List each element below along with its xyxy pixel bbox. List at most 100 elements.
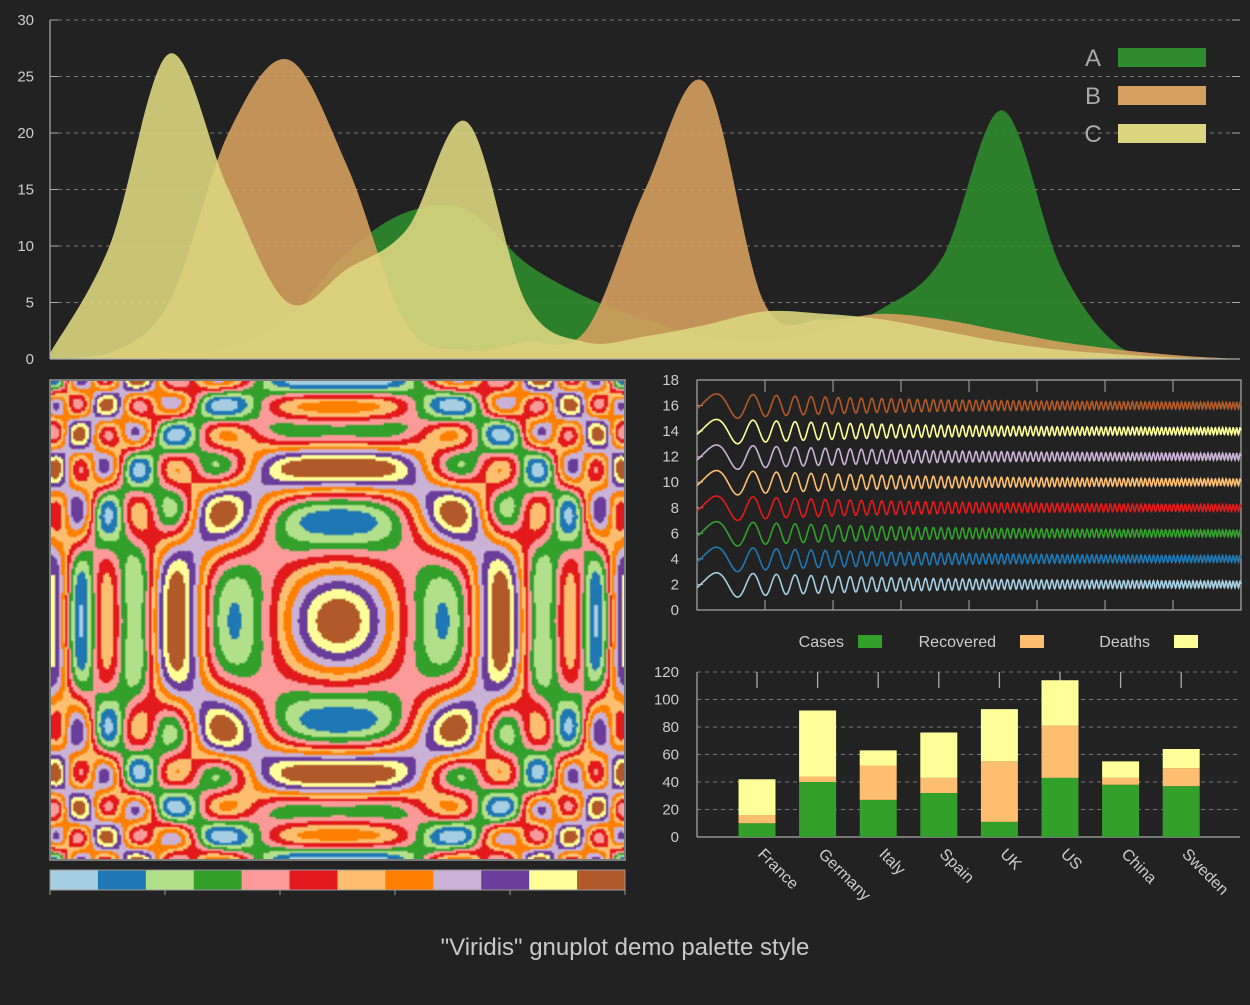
wave-series [696, 571, 1242, 598]
bar-segment-recovered [1102, 777, 1140, 785]
bar-segment-recovered [859, 765, 897, 800]
bar-category-label: Spain [936, 846, 977, 887]
wave-series [696, 520, 1242, 547]
legend-label-b: B [1085, 83, 1101, 110]
bar-y-tick-label: 100 [654, 692, 679, 709]
bar-category-label: Germany [815, 846, 874, 905]
bar-segment-cases [1162, 786, 1200, 837]
wave-series [696, 393, 1242, 419]
legend-label-a: A [1085, 45, 1101, 72]
colorbar-swatch [50, 870, 99, 890]
y-tick-label: 15 [17, 182, 34, 199]
colorbar-swatch [97, 870, 147, 890]
bar-segment-deaths [920, 732, 958, 778]
wave-y-tick-label: 12 [662, 449, 679, 466]
wave-y-tick-label: 6 [671, 525, 679, 542]
bar-y-tick-label: 120 [654, 664, 679, 681]
legend-swatch-a [1118, 48, 1206, 67]
bar-y-tick-label: 0 [671, 829, 679, 846]
bar-y-tick-label: 60 [662, 747, 679, 764]
bar-category-label: UK [997, 846, 1025, 874]
bar-segment-recovered [1162, 768, 1200, 787]
colorbar-swatch [193, 870, 243, 890]
heatmap-frame [49, 379, 626, 861]
figure-caption: "Viridis" gnuplot demo palette style [440, 934, 810, 961]
colorbar-swatch [289, 870, 338, 890]
bar-segment-recovered [1041, 725, 1079, 778]
wave-series [696, 469, 1242, 496]
bar-segment-deaths [738, 779, 776, 815]
wave-y-tick-label: 4 [671, 551, 679, 568]
legend-swatch-b [1118, 86, 1206, 105]
bar-segment-cases [980, 821, 1018, 837]
bar-legend-label: Recovered [919, 634, 996, 651]
y-tick-label: 0 [26, 351, 34, 368]
bar-segment-cases [920, 793, 958, 837]
colorbar-swatch [433, 870, 482, 890]
wave-series [696, 495, 1242, 522]
colorbar-swatch [385, 870, 434, 890]
legend-label-c: C [1084, 121, 1101, 148]
bar-segment-deaths [799, 710, 837, 777]
bar-legend-label: Cases [799, 634, 844, 651]
legend-swatch-c [1118, 124, 1206, 143]
y-tick-label: 5 [26, 295, 34, 312]
colorbar-swatch [241, 870, 291, 890]
bar-segment-cases [1041, 777, 1079, 837]
y-tick-label: 10 [17, 238, 34, 255]
y-tick-label: 25 [17, 69, 34, 86]
wave-frame [696, 379, 1242, 611]
bar-segment-deaths [1162, 749, 1200, 769]
bar-segment-recovered [799, 776, 837, 782]
wave-y-tick-label: 10 [662, 474, 679, 491]
bar-segment-recovered [738, 815, 776, 824]
bar-segment-deaths [859, 750, 897, 766]
top-chart-y-ticks: 0 5 10 15 20 25 30 [17, 12, 34, 368]
bar-y-tick-label: 40 [662, 774, 679, 791]
top-chart-axes [49, 20, 1240, 360]
area-series-c [50, 53, 1240, 360]
wave-y-tick-label: 18 [662, 372, 679, 389]
bar-legend-label: Deaths [1099, 634, 1150, 651]
bar-chart-legend: Cases Recovered Deaths [799, 634, 1198, 651]
colorbar-frame [49, 869, 626, 891]
top-chart-legend: ABC [1084, 45, 1206, 148]
heatmap-image [51, 381, 624, 859]
y-tick-label: 30 [17, 12, 34, 29]
bar-legend-swatch [1020, 635, 1044, 648]
wave-series [696, 546, 1242, 573]
wave-chart: 0 2 4 6 8 10 12 14 16 18 [662, 372, 1242, 619]
bar-segment-cases [799, 782, 837, 837]
bar-segment-cases [1102, 784, 1140, 837]
wave-y-tick-label: 8 [671, 500, 679, 517]
bar-legend-swatch [858, 635, 882, 648]
bar-segment-recovered [980, 761, 1018, 822]
colorbar-swatch [481, 870, 530, 890]
bar-legend-swatch [1174, 635, 1198, 648]
colorbar-swatch [529, 870, 578, 890]
bar-segment-cases [859, 799, 897, 837]
wave-y-tick-label: 0 [671, 602, 679, 619]
bar-category-label: Italy [875, 846, 908, 879]
colorbar-swatch [337, 870, 386, 890]
bar-segment-deaths [1102, 761, 1140, 778]
bar-segment-recovered [920, 777, 958, 793]
bar-category-label: Sweden [1178, 846, 1231, 899]
colorbar-swatch [577, 870, 626, 890]
bar-y-tick-label: 20 [662, 802, 679, 819]
wave-y-tick-label: 2 [671, 576, 679, 593]
colorbar [49, 869, 626, 895]
bar-category-label: US [1057, 846, 1085, 874]
wave-series [696, 418, 1242, 445]
bar-segment-deaths [1041, 680, 1079, 726]
wave-series [696, 444, 1242, 471]
colorbar-swatch [145, 870, 195, 890]
wave-y-tick-label: 14 [662, 423, 679, 440]
bar-y-tick-label: 80 [662, 719, 679, 736]
bar-chart: 0 20 40 60 80 100 120 France Germany Italy Spain UK… [654, 664, 1240, 904]
bar-category-label: France [754, 846, 801, 893]
wave-y-tick-label: 16 [662, 398, 679, 415]
bar-category-label: China [1118, 846, 1160, 888]
